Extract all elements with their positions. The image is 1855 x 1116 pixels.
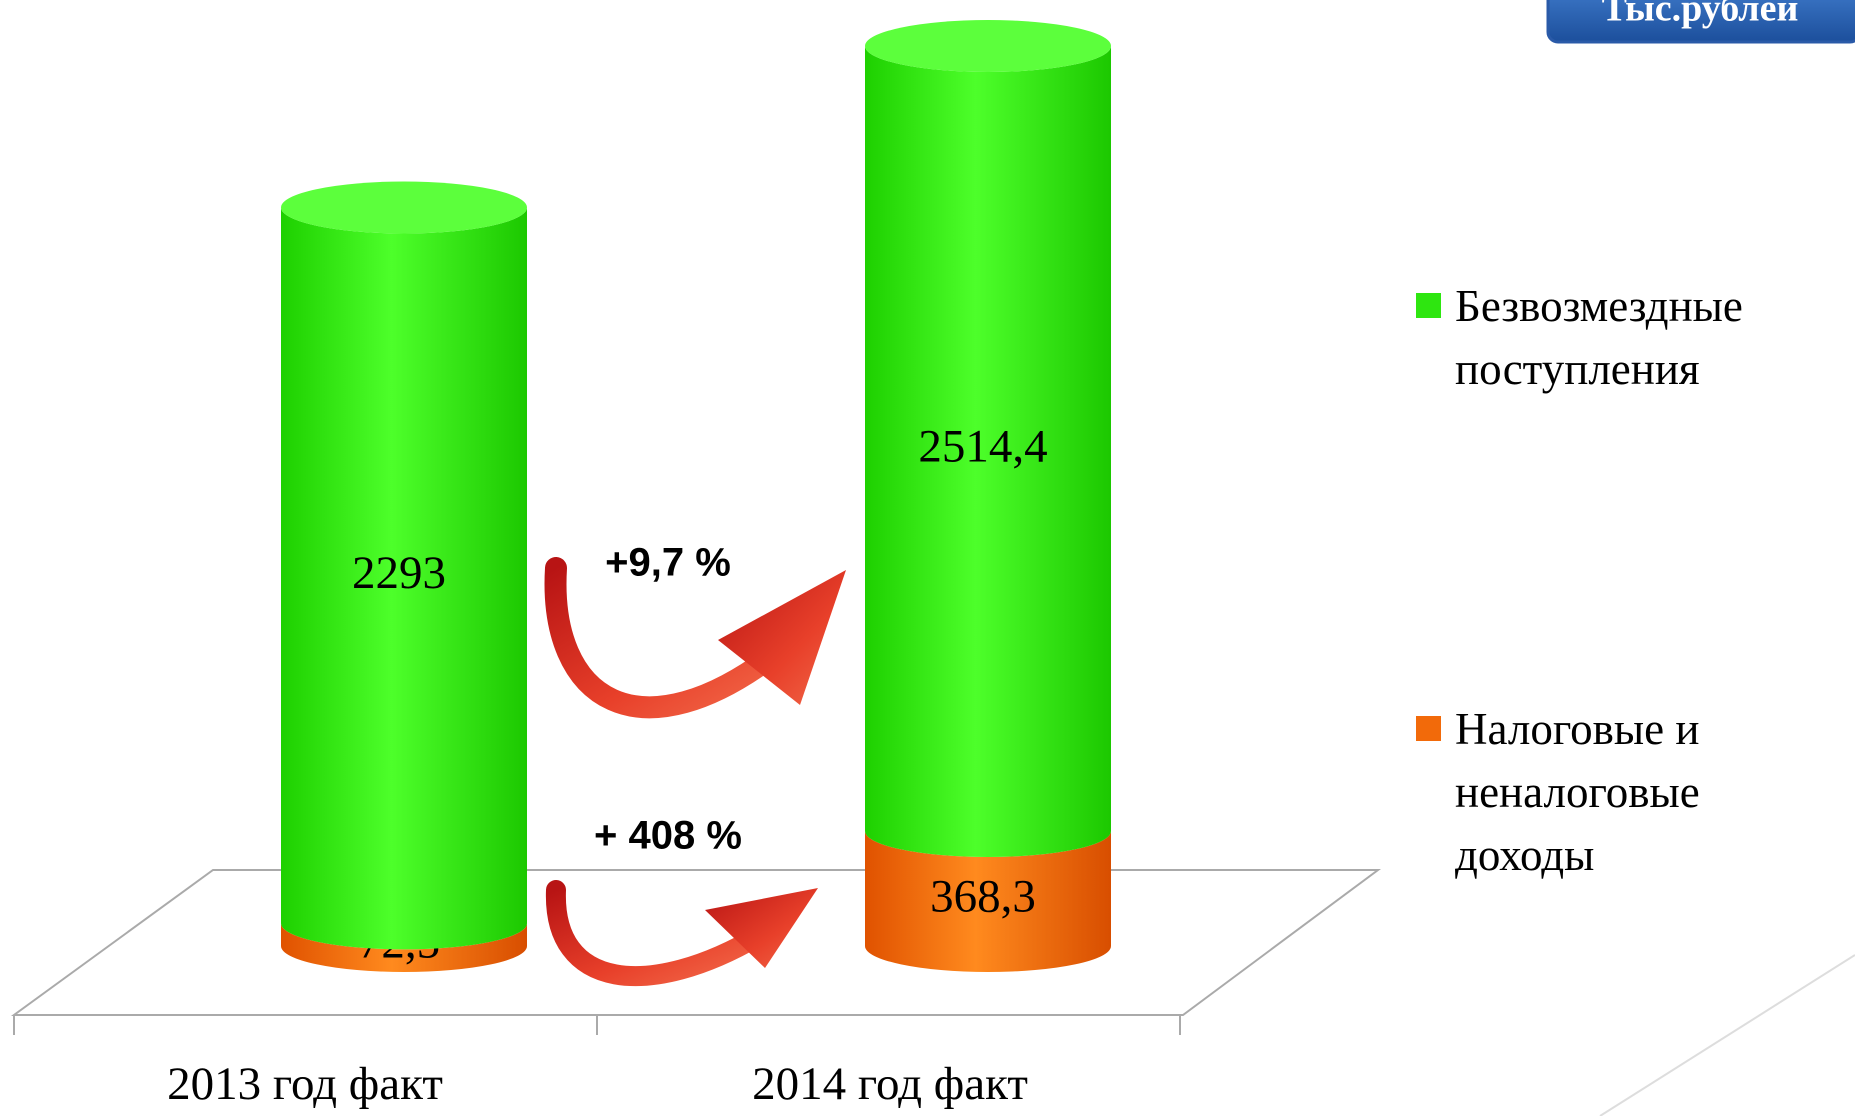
annotation: +9,7 % — [605, 541, 731, 585]
decor-line — [1600, 955, 1855, 1116]
annotation: + 408 % — [594, 814, 742, 858]
x-tick-label: 2014 год факт — [752, 1058, 1028, 1110]
value-label: 368,3 — [930, 870, 1036, 922]
unit-label: Тыс.рублей — [1602, 0, 1799, 30]
legend-swatch — [1416, 716, 1441, 741]
cylinder-top — [865, 20, 1111, 72]
legend-label: Налоговые и неналоговые доходы — [1455, 698, 1845, 887]
chart: 72,52293368,32514,4 +9,7 % + 408 % Тыс.р… — [0, 0, 1855, 1116]
cylinder-top — [281, 181, 527, 233]
legend-swatch — [1416, 293, 1441, 318]
value-label: 2293 — [352, 547, 446, 599]
legend-label: Безвозмездные поступления — [1455, 275, 1845, 401]
value-label: 2514,4 — [918, 420, 1047, 472]
floor — [14, 870, 1378, 1015]
page: 72,52293368,32514,4 +9,7 % + 408 % Тыс.р… — [0, 0, 1855, 1116]
arrow — [556, 568, 846, 707]
x-tick-label: 2013 год факт — [167, 1058, 443, 1110]
